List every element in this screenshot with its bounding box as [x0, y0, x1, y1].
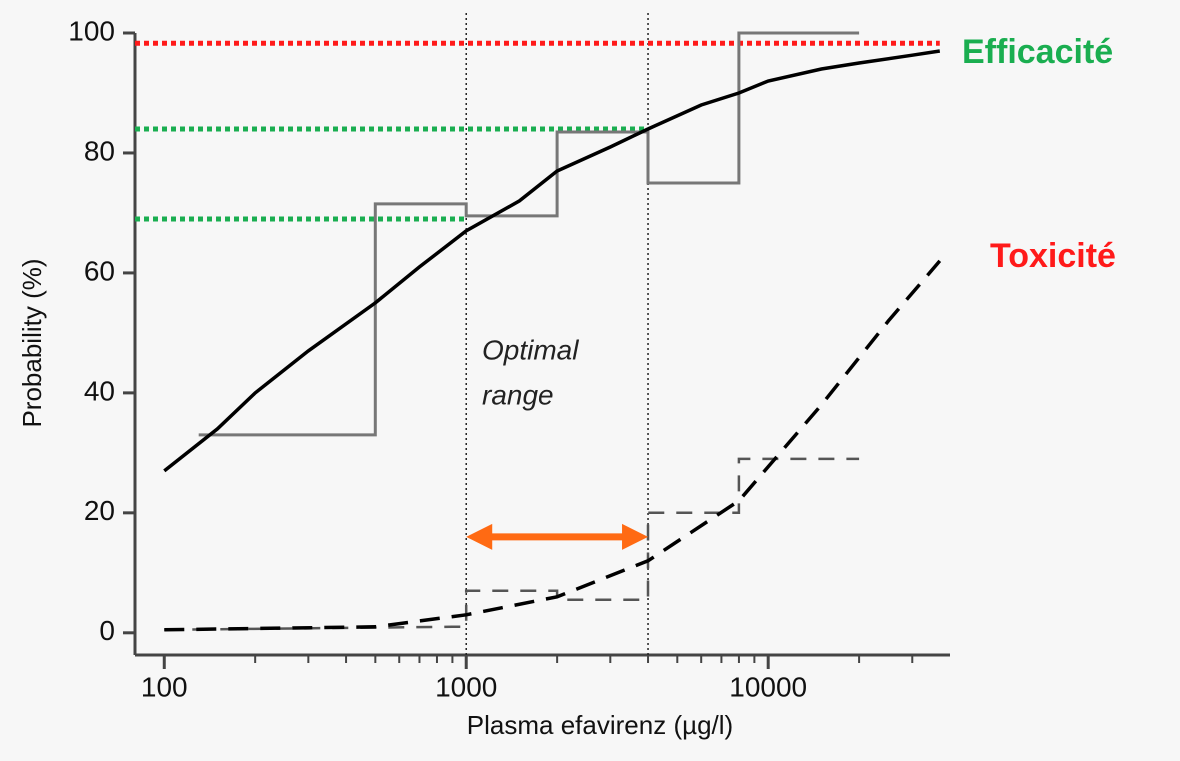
annotation: Toxicité	[990, 237, 1116, 275]
annotation: Efficacité	[962, 33, 1113, 71]
y-tick-label: 60	[84, 255, 115, 286]
y-tick-label: 0	[99, 615, 115, 646]
y-tick-label: 100	[68, 15, 115, 46]
arrow-head	[622, 523, 649, 550]
y-axis-label: Probability (%)	[17, 258, 47, 427]
series-line	[198, 31, 860, 437]
series-line	[164, 259, 942, 632]
arrow-head	[466, 523, 493, 550]
y-tick-label: 80	[84, 135, 115, 166]
annotation: range	[482, 379, 554, 410]
series-line	[163, 49, 941, 473]
y-tick-label: 20	[84, 495, 115, 526]
x-axis-label: Plasma efavirenz (µg/l)	[467, 710, 733, 740]
annotation: Optimal	[482, 334, 579, 365]
x-tick-label: 10000	[729, 671, 807, 702]
x-tick-label: 1000	[435, 671, 497, 702]
x-tick-label: 100	[141, 671, 188, 702]
y-tick-label: 40	[84, 375, 115, 406]
